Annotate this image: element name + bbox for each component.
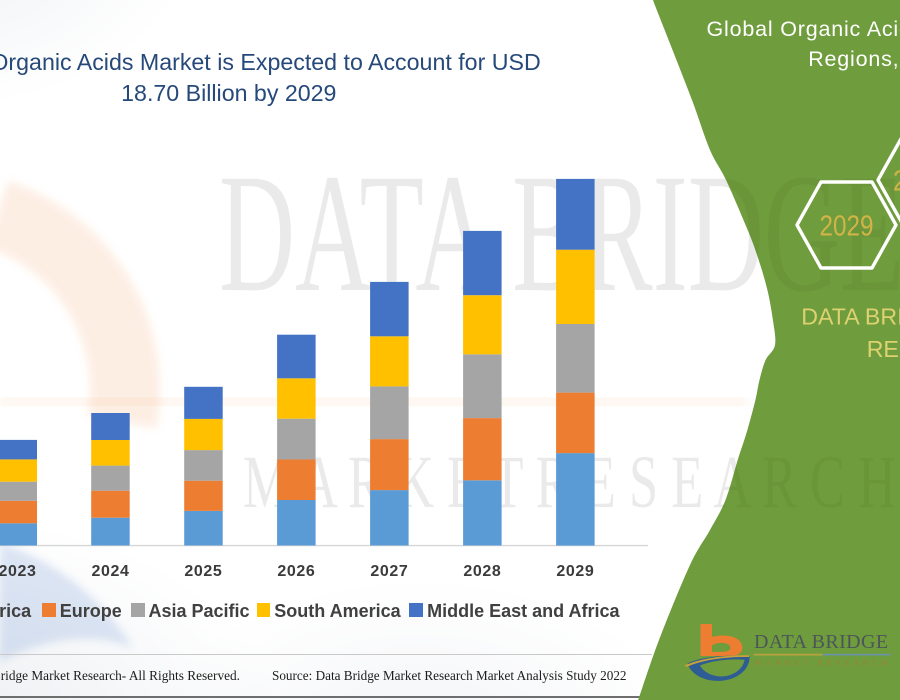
svg-text:DATA BRIDGE: DATA BRIDGE xyxy=(219,139,900,328)
svg-text:M A R K E T R E S E A R C H: M A R K E T R E S E A R C H xyxy=(243,441,896,524)
svg-text:2022: 2022 xyxy=(893,166,900,198)
svg-text:Global Organic Acids Market, B: Global Organic Acids Market, By xyxy=(707,17,900,41)
svg-text:DATA BRIDGE MARKET: DATA BRIDGE MARKET xyxy=(801,304,900,330)
svg-text:MARKET RESEARCH: MARKET RESEARCH xyxy=(755,658,891,668)
svg-text:Regions, 2022: Regions, 2022 xyxy=(808,47,900,71)
svg-text:DATA BRIDGE: DATA BRIDGE xyxy=(754,631,888,653)
svg-text:2029: 2029 xyxy=(820,211,874,243)
svg-text:RESEARCH: RESEARCH xyxy=(867,336,900,362)
